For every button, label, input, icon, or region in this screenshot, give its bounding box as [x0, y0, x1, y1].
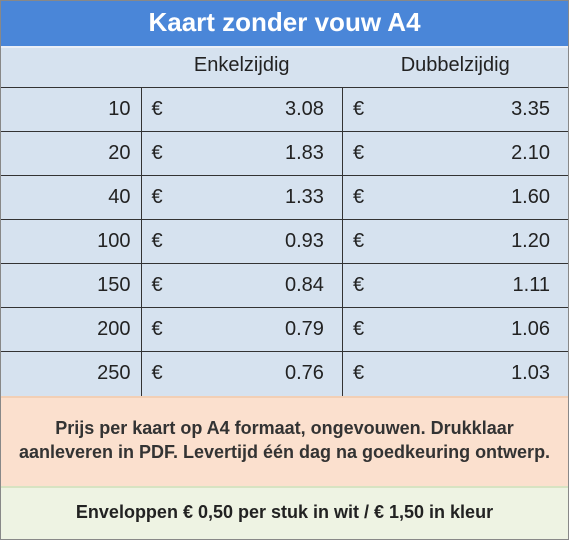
currency-symbol: €: [152, 362, 163, 385]
price-value: 3.35: [511, 98, 550, 121]
header-qty: [1, 48, 141, 88]
qty-cell: 250: [1, 352, 141, 396]
qty-cell: 40: [1, 176, 141, 220]
price-value: 1.20: [511, 230, 550, 253]
price-cell: €1.33: [141, 176, 342, 220]
table-row: 200€0.79€1.06: [1, 308, 568, 352]
note-envelopes: Enveloppen € 0,50 per stuk in wit / € 1,…: [1, 486, 568, 539]
price-cell: €1.83: [141, 132, 342, 176]
price-cell: €3.08: [141, 88, 342, 132]
currency-symbol: €: [353, 186, 364, 209]
qty-cell: 20: [1, 132, 141, 176]
price-value: 1.11: [513, 274, 550, 297]
price-value: 0.79: [285, 318, 324, 341]
currency-symbol: €: [353, 98, 364, 121]
currency-symbol: €: [152, 230, 163, 253]
table-row: 150€0.84€1.11: [1, 264, 568, 308]
qty-cell: 100: [1, 220, 141, 264]
currency-symbol: €: [353, 142, 364, 165]
price-value: 3.08: [285, 98, 324, 121]
price-cell: €0.84: [141, 264, 342, 308]
price-cell: €2.10: [342, 132, 568, 176]
price-value: 1.33: [285, 186, 324, 209]
currency-symbol: €: [152, 142, 163, 165]
table-row: 20€1.83€2.10: [1, 132, 568, 176]
price-cell: €1.06: [342, 308, 568, 352]
price-cell: €1.20: [342, 220, 568, 264]
header-col1: Enkelzijdig: [141, 48, 342, 88]
header-col2: Dubbelzijdig: [342, 48, 568, 88]
qty-cell: 10: [1, 88, 141, 132]
price-cell: €0.76: [141, 352, 342, 396]
header-row: Enkelzijdig Dubbelzijdig: [1, 48, 568, 88]
price-value: 0.84: [285, 274, 324, 297]
table-row: 100€0.93€1.20: [1, 220, 568, 264]
price-value: 1.60: [511, 186, 550, 209]
price-table: Enkelzijdig Dubbelzijdig 10€3.08€3.3520€…: [1, 48, 568, 396]
currency-symbol: €: [353, 318, 364, 341]
qty-cell: 150: [1, 264, 141, 308]
qty-cell: 200: [1, 308, 141, 352]
price-cell: €3.35: [342, 88, 568, 132]
price-cell: €1.11: [342, 264, 568, 308]
note-description: Prijs per kaart op A4 formaat, ongevouwe…: [1, 396, 568, 487]
currency-symbol: €: [152, 186, 163, 209]
currency-symbol: €: [152, 318, 163, 341]
pricing-card: Kaart zonder vouw A4 Enkelzijdig Dubbelz…: [0, 0, 569, 540]
price-value: 0.93: [285, 230, 324, 253]
currency-symbol: €: [353, 230, 364, 253]
price-cell: €0.79: [141, 308, 342, 352]
price-value: 1.06: [511, 318, 550, 341]
price-cell: €1.60: [342, 176, 568, 220]
table-row: 10€3.08€3.35: [1, 88, 568, 132]
table-band: Enkelzijdig Dubbelzijdig 10€3.08€3.3520€…: [1, 46, 568, 396]
title-bar: Kaart zonder vouw A4: [1, 1, 568, 46]
table-row: 40€1.33€1.60: [1, 176, 568, 220]
currency-symbol: €: [152, 98, 163, 121]
price-value: 1.83: [285, 142, 324, 165]
currency-symbol: €: [152, 274, 163, 297]
table-row: 250€0.76€1.03: [1, 352, 568, 396]
currency-symbol: €: [353, 362, 364, 385]
price-value: 1.03: [511, 362, 550, 385]
price-cell: €0.93: [141, 220, 342, 264]
price-value: 2.10: [511, 142, 550, 165]
price-cell: €1.03: [342, 352, 568, 396]
currency-symbol: €: [353, 274, 364, 297]
price-value: 0.76: [285, 362, 324, 385]
